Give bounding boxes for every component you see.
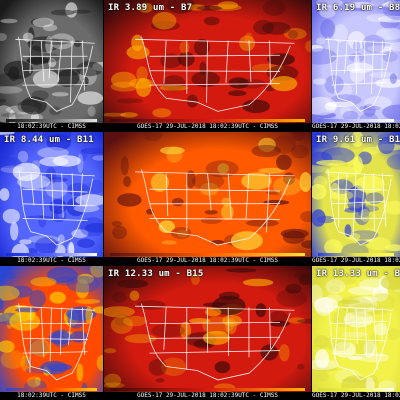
color-scale-bar xyxy=(318,388,394,391)
satellite-image-8 xyxy=(104,266,311,400)
panel-4-footer: 18:02:39UTC - CIMSS xyxy=(0,257,103,265)
satellite-panel-1: 18:02:39UTC - CIMSS xyxy=(0,0,103,131)
color-scale-bar xyxy=(318,119,394,122)
panel-8-label: IR 12.33 um - B15 xyxy=(108,269,204,279)
panel-8-footer: GOES-17 29-JUL-2018 18:02:39UTC - CIMSS xyxy=(104,392,311,400)
color-scale-bar xyxy=(6,119,97,122)
satellite-image-1 xyxy=(0,0,103,131)
satellite-image-4 xyxy=(0,132,103,265)
panel-6-label: IR 9.61 um - B12 xyxy=(316,135,400,145)
satellite-panel-8: IR 12.33 um - B15 GOES-17 29-JUL-2018 18… xyxy=(104,266,311,400)
panel-3-footer: GOES-17 29-JUL-2018 18:02:39UTC - CIMSS xyxy=(312,123,400,131)
panel-9-footer: GOES-17 29-JUL-2018 18:02:39UTC - CIMSS xyxy=(312,392,400,400)
color-scale-bar xyxy=(6,253,97,256)
cloud-texture xyxy=(312,132,400,261)
cloud-texture xyxy=(0,2,103,130)
panel-5-footer: GOES-17 29-JUL-2018 18:02:39UTC - CIMSS xyxy=(104,257,311,265)
cloud-texture xyxy=(111,132,311,251)
map-borders xyxy=(135,303,295,381)
map-borders xyxy=(325,36,393,112)
map-borders xyxy=(15,36,95,112)
satellite-panel-4: IR 8.44 um - B11 18:02:39UTC - CIMSS xyxy=(0,132,103,265)
map-borders xyxy=(325,169,393,246)
panel-4-label: IR 8.44 um - B11 xyxy=(4,135,94,145)
map-borders xyxy=(135,169,295,246)
map-borders xyxy=(15,169,95,246)
satellite-panel-6: IR 9.61 um - B12 GOES-17 29-JUL-2018 18:… xyxy=(312,132,400,265)
panel-7-footer: 18:02:39UTC - CIMSS xyxy=(0,392,103,400)
satellite-panel-2: IR 3.89 um - B7 GOES-17 29-JUL-2018 18:0… xyxy=(104,0,311,131)
satellite-image-3 xyxy=(312,0,400,131)
satellite-image-7 xyxy=(0,266,103,400)
panel-6-footer: GOES-17 29-JUL-2018 18:02:39UTC - CIMSS xyxy=(312,257,400,265)
cloud-texture xyxy=(0,266,103,396)
panel-2-footer: GOES-17 29-JUL-2018 18:02:39UTC - CIMSS xyxy=(104,123,311,131)
map-borders xyxy=(325,303,393,381)
satellite-image-6 xyxy=(312,132,400,265)
satellite-panel-7: 18:02:39UTC - CIMSS xyxy=(0,266,103,400)
satellite-panel-3: IR 6.19 um - B8 GOES-17 29-JUL-2018 18:0… xyxy=(312,0,400,131)
panel-3-label: IR 6.19 um - B8 xyxy=(316,3,400,13)
map-borders xyxy=(135,36,295,112)
satellite-image-2 xyxy=(104,0,311,131)
panel-9-label: IR 13.33 um - B16 xyxy=(316,269,400,279)
color-scale-bar xyxy=(110,119,305,122)
color-scale-bar xyxy=(318,253,394,256)
map-borders xyxy=(15,303,95,381)
color-scale-bar xyxy=(110,388,305,391)
color-scale-bar xyxy=(6,388,97,391)
satellite-panel-9: IR 13.33 um - B16 GOES-17 29-JUL-2018 18… xyxy=(312,266,400,400)
cloud-texture xyxy=(104,268,311,393)
panel-2-label: IR 3.89 um - B7 xyxy=(108,3,193,13)
satellite-panel-5: GOES-17 29-JUL-2018 18:02:39UTC - CIMSS xyxy=(104,132,311,265)
panel-1-footer: 18:02:39UTC - CIMSS xyxy=(0,123,103,131)
cloud-texture xyxy=(104,0,311,118)
satellite-image-9 xyxy=(312,266,400,400)
color-scale-bar xyxy=(110,253,305,256)
satellite-image-5 xyxy=(104,132,311,265)
